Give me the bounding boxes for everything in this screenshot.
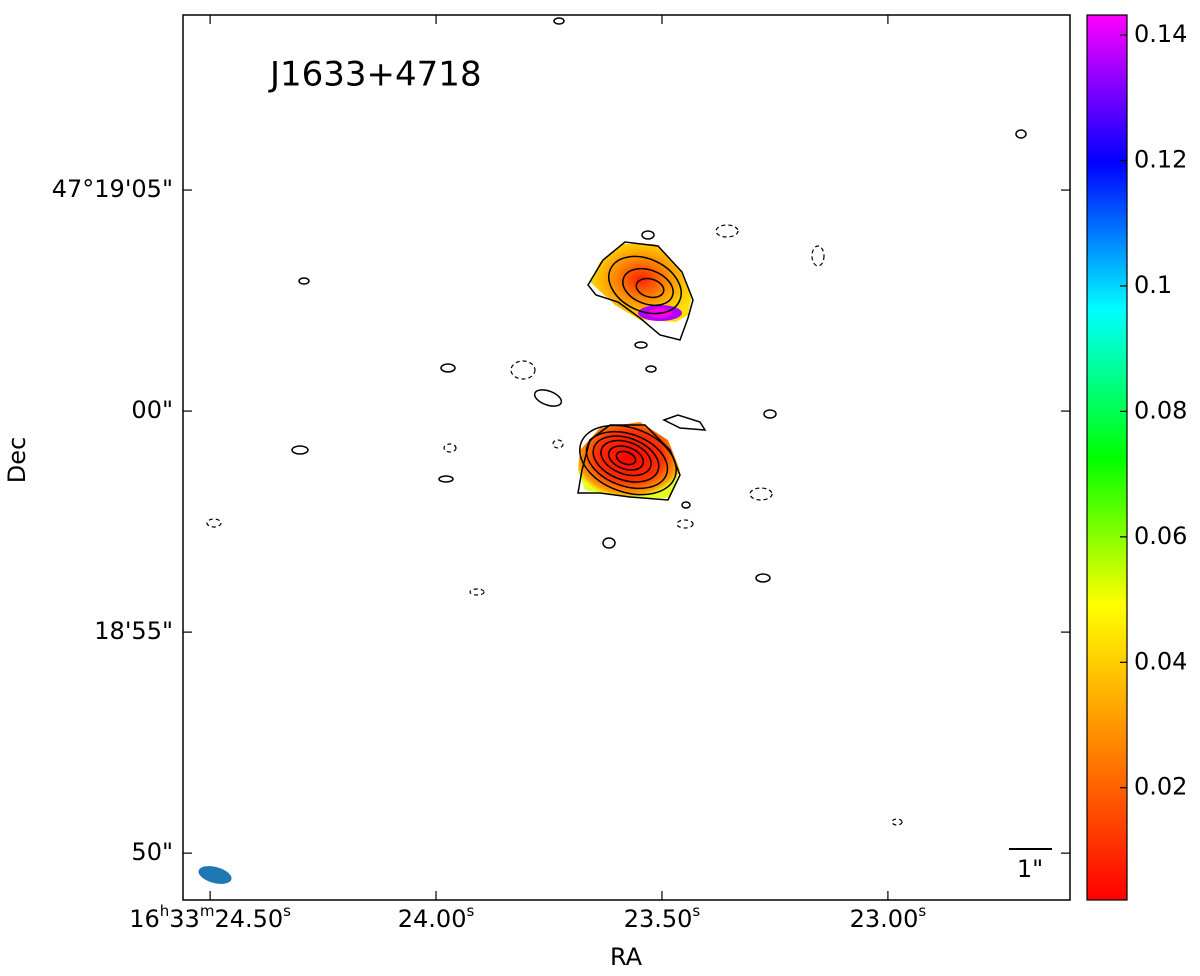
colorbar-tick-label: 0.06 bbox=[1134, 522, 1187, 550]
x-tick-label: 23.00s bbox=[850, 902, 927, 934]
y-tick-label: 47°19'05" bbox=[52, 175, 173, 203]
chart-title: J1633+4718 bbox=[268, 55, 482, 95]
y-tick-label: 00" bbox=[131, 396, 173, 424]
x-tick-label: 24.00s bbox=[398, 902, 475, 934]
y-tick-label: 18'55" bbox=[94, 617, 173, 645]
colorbar bbox=[1086, 14, 1128, 901]
colorbar-tick-label: 0.08 bbox=[1134, 396, 1187, 424]
colorbar-tick-label: 0.04 bbox=[1134, 647, 1187, 675]
y-axis-label: Dec bbox=[3, 437, 31, 483]
y-tick-label: 50" bbox=[131, 838, 173, 866]
x-tick-label: 16h33m24.50s bbox=[129, 902, 291, 934]
colorbar-tick-label: 0.02 bbox=[1134, 773, 1187, 801]
x-axis-label: RA bbox=[610, 943, 643, 971]
colorbar-tick-label: 0.12 bbox=[1134, 146, 1187, 174]
contours bbox=[206, 17, 1027, 826]
colorbar-tick-label: 0.1 bbox=[1134, 271, 1172, 299]
scale-bar-label: 1" bbox=[1017, 855, 1043, 883]
x-tick-label: 23.50s bbox=[624, 902, 701, 934]
colorbar-tick-label: 0.14 bbox=[1134, 20, 1187, 48]
beam bbox=[198, 866, 232, 884]
